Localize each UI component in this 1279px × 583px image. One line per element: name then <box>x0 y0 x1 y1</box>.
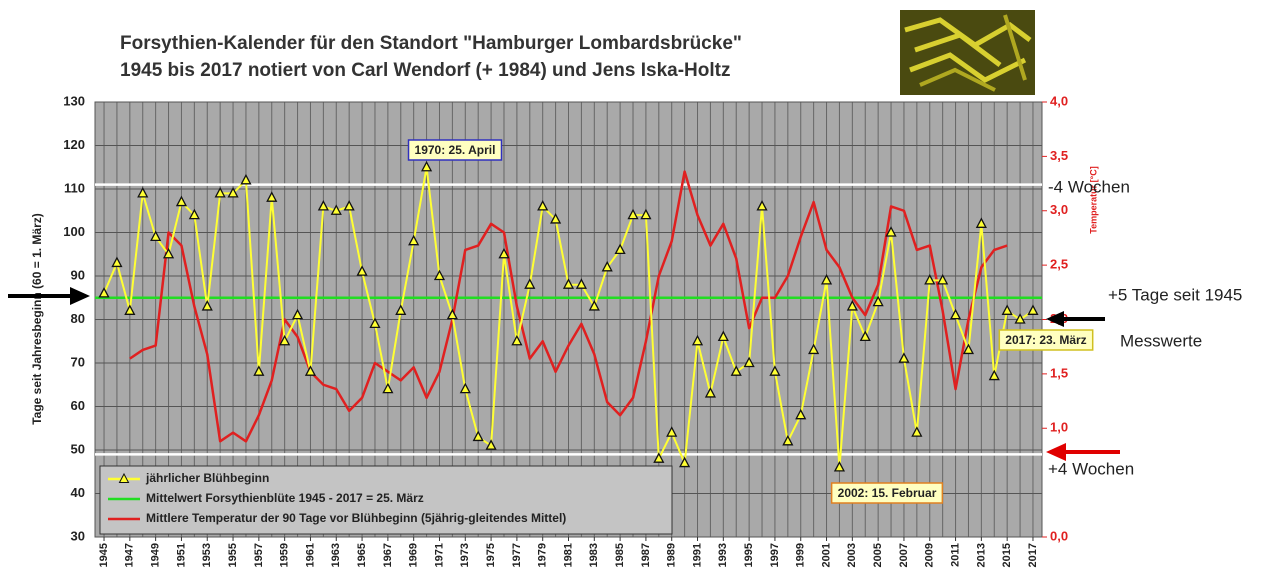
chart: Forsythien-Kalender für den Standort "Ha… <box>0 0 1279 578</box>
x-tick-label: 2015 <box>1001 543 1013 567</box>
chart-subtitle: 1945 bis 2017 notiert von Carl Wendorf (… <box>120 60 730 81</box>
x-tick-label: 2011 <box>949 543 961 567</box>
y-tick-label: 80 <box>71 311 85 326</box>
x-tick-label: 2005 <box>872 543 884 567</box>
x-tick-label: 1991 <box>691 543 703 567</box>
x-tick-label: 2003 <box>846 543 858 567</box>
x-tick-label: 1975 <box>485 543 497 567</box>
y-tick-label: 40 <box>71 485 85 500</box>
x-tick-label: 1961 <box>304 543 316 567</box>
legend-label: Mittelwert Forsythienblüte 1945 - 2017 =… <box>146 491 424 505</box>
x-tick-label: 1971 <box>433 543 445 567</box>
x-tick-label: 1963 <box>330 543 342 567</box>
y2-tick-label: 3,0 <box>1050 202 1068 217</box>
x-tick-label: 2013 <box>975 543 987 567</box>
y2-tick-label: 2,5 <box>1050 257 1068 272</box>
x-tick-label: 1967 <box>382 543 394 567</box>
x-tick-label: 1981 <box>562 543 574 567</box>
x-tick-label: 1949 <box>150 543 162 567</box>
annotation: +4 Wochen <box>1048 459 1134 478</box>
y-tick-label: 130 <box>63 93 85 108</box>
x-tick-label: 2009 <box>924 543 936 567</box>
annotation: Messwerte <box>1120 331 1202 350</box>
legend-label: jährlicher Blühbeginn <box>145 471 269 485</box>
x-tick-label: 1993 <box>717 543 729 567</box>
x-tick-label: 2001 <box>820 543 832 567</box>
y2-tick-label: 2,0 <box>1050 311 1068 326</box>
y-tick-label: 50 <box>71 441 85 456</box>
x-tick-label: 1997 <box>769 543 781 567</box>
x-tick-label: 1989 <box>666 543 678 567</box>
x-tick-label: 1979 <box>537 543 549 567</box>
x-tick-label: 1957 <box>253 543 265 567</box>
photo <box>900 10 1035 95</box>
x-tick-label: 1959 <box>279 543 291 567</box>
x-tick-label: 1999 <box>795 543 807 567</box>
y-tick-label: 120 <box>63 137 85 152</box>
annotation: +5 Tage seit 1945 <box>1108 285 1242 304</box>
y2-tick-label: 1,5 <box>1050 365 1068 380</box>
x-tick-label: 1955 <box>227 543 239 567</box>
x-tick-label: 1995 <box>743 543 755 567</box>
x-tick-label: 1965 <box>356 543 368 567</box>
y-tick-label: 60 <box>71 398 85 413</box>
x-tick-label: 1947 <box>124 543 136 567</box>
callout-text: 1970: 25. April <box>415 143 496 157</box>
legend: jährlicher Blühbeginn Mittelwert Forsythi… <box>100 466 672 534</box>
legend-label: Mittlere Temperatur der 90 Tage vor Blüh… <box>146 511 566 525</box>
x-tick-label: 1945 <box>98 543 110 567</box>
y-axis-label: Tage seit Jahresbeginn (60 = 1. März) <box>30 213 44 425</box>
y2-tick-label: 1,0 <box>1050 420 1068 435</box>
x-tick-label: 1983 <box>588 543 600 567</box>
x-tick-label: 1953 <box>201 543 213 567</box>
y2-axis-label: Temperatur [°C] <box>1088 166 1098 233</box>
x-tick-label: 1977 <box>511 543 523 567</box>
x-tick-label: 2017 <box>1027 543 1039 567</box>
x-tick-label: 1973 <box>459 543 471 567</box>
x-tick-label: 2007 <box>898 543 910 567</box>
x-tick-label: 1987 <box>640 543 652 567</box>
y2-tick-label: 3,5 <box>1050 148 1068 163</box>
chart-title: Forsythien-Kalender für den Standort "Ha… <box>120 33 742 54</box>
annotation: -4 Wochen <box>1048 177 1130 196</box>
x-tick-label: 1969 <box>408 543 420 567</box>
y-tick-label: 70 <box>71 354 85 369</box>
callout-text: 2017: 23. März <box>1005 333 1086 347</box>
callout-text: 2002: 15. Februar <box>838 486 937 500</box>
y-tick-label: 90 <box>71 267 85 282</box>
x-tick-label: 1951 <box>175 543 187 567</box>
y-tick-label: 110 <box>64 180 85 195</box>
y2-tick-label: 0,0 <box>1050 528 1068 543</box>
y-tick-label: 30 <box>71 528 85 543</box>
x-tick-label: 1985 <box>614 543 626 567</box>
y2-tick-label: 4,0 <box>1050 93 1068 108</box>
y-tick-label: 100 <box>63 224 85 239</box>
